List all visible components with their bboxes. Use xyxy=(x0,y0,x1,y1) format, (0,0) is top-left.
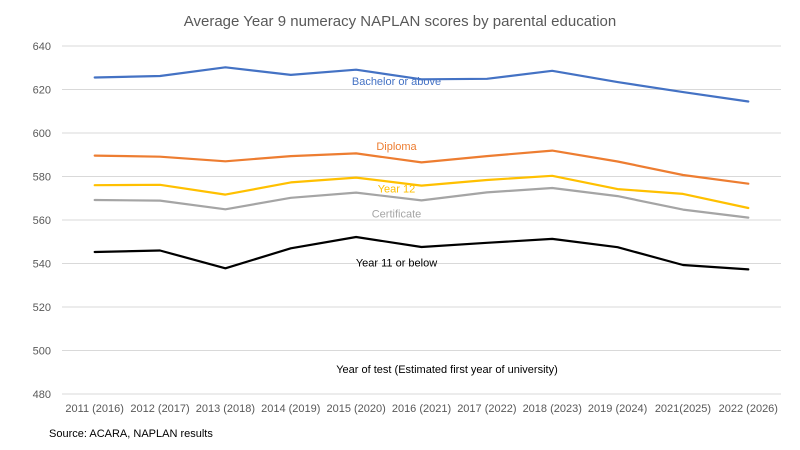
series-label: Year 11 or below xyxy=(356,257,437,269)
y-axis-ticks: 480 500 520 540 560 580 600 620 640 xyxy=(33,41,51,401)
series-label: Certificate xyxy=(372,208,422,220)
series-line-year-12 xyxy=(93,174,750,210)
y-tick-label: 520 xyxy=(33,302,51,314)
x-axis-ticks: 2011 (2016) 2012 (2017) 2013 (2018) 2014 (2… xyxy=(65,403,778,415)
x-axis-label: Year of test (Estimated first year of un… xyxy=(336,364,558,376)
x-tick-label: 2019 (2024) xyxy=(588,403,647,415)
series-label: Diploma xyxy=(376,141,417,153)
y-tick-label: 600 xyxy=(33,128,51,140)
y-tick-label: 620 xyxy=(33,85,51,97)
x-tick-label: 2015 (2020) xyxy=(326,403,385,415)
y-tick-label: 480 xyxy=(33,389,51,401)
gridlines xyxy=(62,45,781,395)
source-note: Source: ACARA, NAPLAN results xyxy=(49,428,213,440)
y-tick-label: 500 xyxy=(33,346,51,358)
series-line-diploma xyxy=(93,149,750,185)
x-tick-label: 2011 (2016) xyxy=(65,403,124,415)
x-tick-label: 2013 (2018) xyxy=(196,403,255,415)
y-tick-label: 580 xyxy=(33,172,51,184)
series-label: Year 12 xyxy=(378,183,416,195)
x-tick-label: 2018 (2023) xyxy=(523,403,582,415)
series-line-year-11-or-below xyxy=(93,235,750,271)
chart-title: Average Year 9 numeracy NAPLAN scores by… xyxy=(184,13,616,30)
x-tick-label: 2014 (2019) xyxy=(261,403,320,415)
series-line-certificate xyxy=(93,186,750,219)
series-labels: Bachelor or above Diploma Year 12 Certifica… xyxy=(352,76,441,270)
y-tick-label: 560 xyxy=(33,215,51,227)
series-label: Bachelor or above xyxy=(352,76,441,88)
x-tick-label: 2012 (2017) xyxy=(130,403,189,415)
y-tick-label: 540 xyxy=(33,259,51,271)
y-tick-label: 640 xyxy=(33,41,51,53)
series-line-bachelor-or-above xyxy=(93,66,750,103)
x-tick-label: 2021(2025) xyxy=(655,403,711,415)
series-lines xyxy=(93,66,750,271)
x-tick-label: 2016 (2021) xyxy=(392,403,451,415)
x-tick-label: 2022 (2026) xyxy=(719,403,778,415)
x-tick-label: 2017 (2022) xyxy=(457,403,516,415)
